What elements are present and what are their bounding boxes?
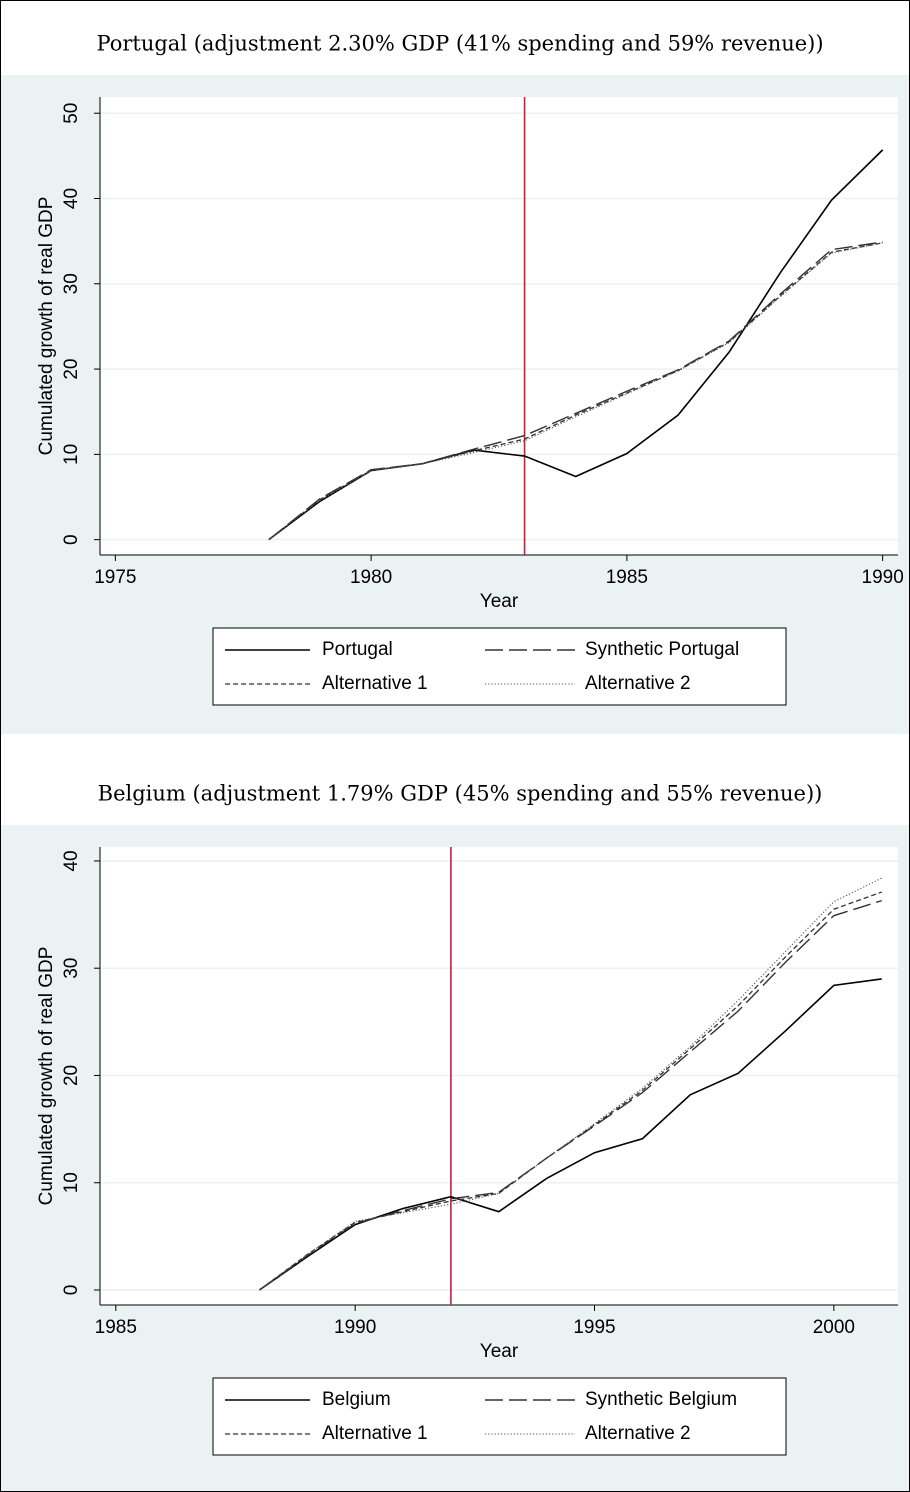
series-line — [259, 877, 882, 1291]
legend — [212, 1377, 787, 1456]
y-tick-label: 30 — [61, 958, 82, 979]
x-axis-label: Year — [480, 591, 519, 612]
chart: Portugal (adjustment 2.30% GDP (41% spen… — [1, 32, 909, 734]
y-axis-label: Cumulated growth of real GDP — [36, 947, 57, 1206]
legend-label: Alternative 1 — [322, 673, 428, 694]
y-tick-label: 10 — [61, 1172, 82, 1193]
y-axis-label: Cumulated growth of real GDP — [36, 197, 57, 456]
x-tick-label: 1975 — [94, 567, 136, 588]
chart-title: Portugal (adjustment 2.30% GDP (41% spen… — [96, 32, 823, 56]
x-tick-label: 1995 — [573, 1317, 615, 1338]
series-line — [268, 242, 883, 541]
y-tick-label: 20 — [61, 359, 82, 380]
y-tick-label: 40 — [61, 850, 82, 871]
y-tick-label: 20 — [61, 1065, 82, 1086]
y-tick-label: 0 — [61, 1285, 82, 1296]
legend-label: Portugal — [322, 639, 393, 660]
x-tick-label: 1980 — [350, 567, 392, 588]
x-tick-label: 2000 — [813, 1317, 855, 1338]
legend-label: Alternative 2 — [585, 673, 691, 694]
plot-area — [100, 97, 898, 555]
legend-label: Alternative 2 — [585, 1423, 691, 1444]
x-tick-label: 1985 — [606, 567, 648, 588]
chart-title: Belgium (adjustment 1.79% GDP (45% spend… — [98, 782, 823, 806]
y-tick-label: 10 — [61, 444, 82, 465]
legend-label: Synthetic Portugal — [585, 639, 739, 660]
chart: Belgium (adjustment 1.79% GDP (45% spend… — [1, 782, 909, 1491]
y-tick-label: 50 — [61, 103, 82, 124]
legend-label: Alternative 1 — [322, 1423, 428, 1444]
x-tick-label: 1990 — [334, 1317, 376, 1338]
series-line — [268, 241, 883, 541]
x-tick-label: 1985 — [95, 1317, 137, 1338]
legend-label: Synthetic Belgium — [585, 1389, 737, 1410]
y-tick-label: 30 — [61, 273, 82, 294]
x-axis-label: Year — [480, 1341, 519, 1362]
x-tick-label: 1990 — [862, 567, 904, 588]
y-tick-label: 40 — [61, 188, 82, 209]
y-tick-label: 0 — [61, 534, 82, 545]
series-line — [268, 242, 883, 541]
legend — [212, 627, 787, 706]
legend-label: Belgium — [322, 1389, 391, 1410]
